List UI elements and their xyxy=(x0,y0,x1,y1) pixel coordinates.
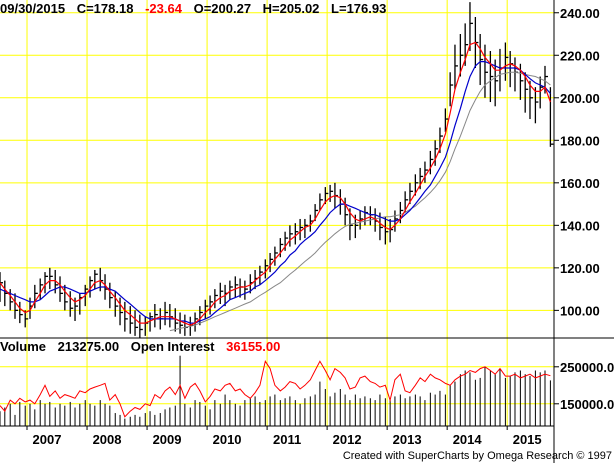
ma-slow-line xyxy=(169,71,551,332)
year-tick-label: 2014 xyxy=(453,432,483,447)
year-tick-label: 2009 xyxy=(153,432,182,447)
header-low: L=176.93 xyxy=(331,1,386,16)
header-close: C=178.18 xyxy=(77,1,134,16)
volume-label: Volume xyxy=(0,339,46,354)
ma-fast-line xyxy=(0,41,551,326)
header-open: O=200.27 xyxy=(194,1,251,16)
open-interest-label: Open Interest xyxy=(131,339,215,354)
volume-tick-label: 250000.00 xyxy=(560,360,614,375)
open-interest-value: 36155.00 xyxy=(226,339,280,354)
year-tick-label: 2010 xyxy=(213,432,242,447)
price-bars xyxy=(0,2,554,338)
ma-mid-line xyxy=(0,60,551,324)
year-tick-label: 2015 xyxy=(513,432,542,447)
price-tick-label: 160.00 xyxy=(560,176,600,191)
volume-tick-label: 150000.00 xyxy=(560,397,614,412)
header-high: H=205.02 xyxy=(263,1,320,16)
volume-bars xyxy=(0,355,551,426)
price-tick-label: 200.00 xyxy=(560,91,600,106)
year-tick-label: 2011 xyxy=(273,432,301,447)
header-date: 09/30/2015 xyxy=(0,1,65,16)
volume-value: 213275.00 xyxy=(58,339,119,354)
header-line: 09/30/2015 C=178.18 -23.64 O=200.27 H=20… xyxy=(0,1,386,16)
year-tick-label: 2007 xyxy=(33,432,62,447)
grid-lines xyxy=(0,0,554,426)
volume-tick-labels: 150000.00 250000.00 xyxy=(554,360,614,412)
price-tick-labels: 100.00 120.00 140.00 160.00 180.00 200.00 220.… xyxy=(554,6,600,318)
price-tick-label: 100.00 xyxy=(560,303,600,318)
credit-text: Created with SuperCharts by Omega Resear… xyxy=(343,450,612,462)
price-tick-label: 120.00 xyxy=(560,261,600,276)
year-tick-label: 2008 xyxy=(93,432,122,447)
price-tick-label: 140.00 xyxy=(560,218,600,233)
price-tick-label: 180.00 xyxy=(560,133,600,148)
header-change: -23.64 xyxy=(145,1,183,16)
price-tick-label: 220.00 xyxy=(560,48,600,63)
year-tick-labels: 2007 2008 2009 2010 2011 2012 2013 2014 2015 xyxy=(26,426,542,447)
year-tick-label: 2012 xyxy=(333,432,362,447)
year-tick-label: 2013 xyxy=(393,432,422,447)
price-tick-label: 240.00 xyxy=(560,6,600,21)
open-interest-line xyxy=(0,360,551,418)
volume-header: Volume 213275.00 Open Interest 36155.00 xyxy=(0,339,280,354)
